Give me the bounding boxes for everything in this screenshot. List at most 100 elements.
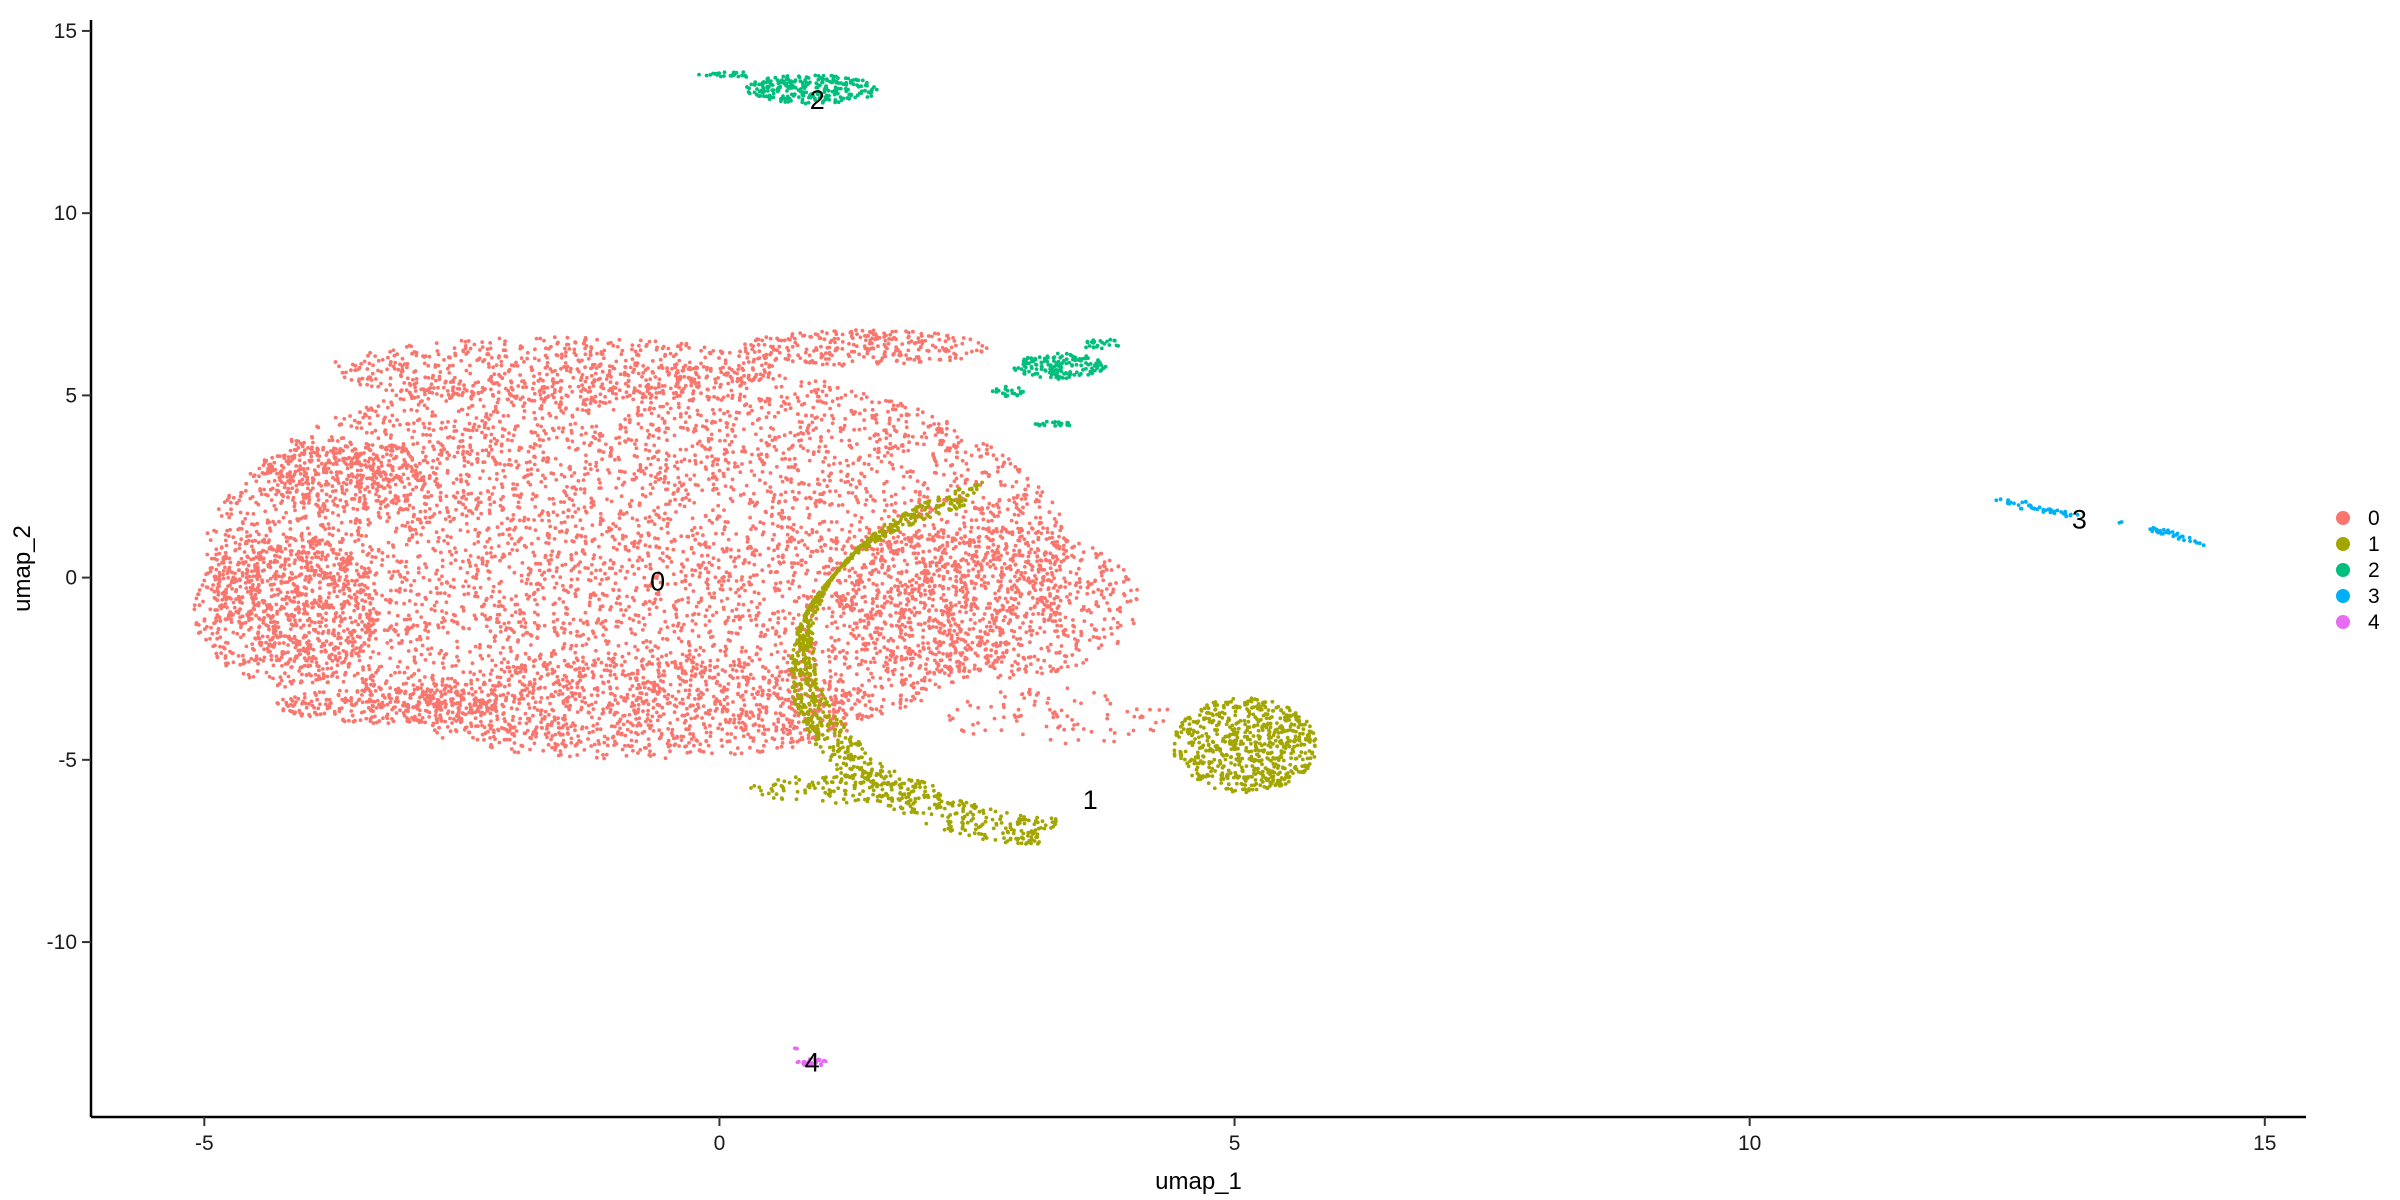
data-point: [438, 495, 443, 500]
data-point: [426, 539, 431, 544]
data-point: [789, 526, 793, 530]
data-point: [814, 548, 819, 553]
data-point: [730, 477, 735, 482]
data-point: [756, 591, 761, 596]
data-point: [686, 427, 690, 432]
data-point: [423, 494, 427, 499]
data-point: [446, 435, 450, 440]
data-point: [756, 728, 761, 733]
data-point: [356, 532, 361, 537]
data-point: [726, 393, 730, 398]
data-point: [1004, 542, 1008, 546]
data-point: [279, 655, 284, 660]
data-point: [448, 519, 453, 524]
data-point: [711, 613, 715, 618]
data-point: [640, 486, 645, 491]
data-point: [748, 515, 752, 520]
data-point: [237, 526, 242, 531]
data-point: [423, 628, 427, 632]
data-point: [464, 497, 469, 501]
data-point: [653, 386, 658, 391]
data-point: [416, 395, 420, 399]
data-point: [564, 493, 569, 498]
data-point: [691, 589, 696, 593]
data-point: [524, 581, 529, 586]
data-point: [646, 551, 650, 556]
data-point: [553, 526, 558, 530]
data-point: [796, 399, 801, 403]
data-point: [523, 711, 528, 716]
data-point: [801, 446, 806, 451]
data-point: [382, 417, 386, 422]
data-point: [385, 511, 390, 516]
data-point: [231, 600, 236, 605]
data-point: [534, 561, 538, 566]
data-point: [445, 534, 450, 539]
data-point: [626, 413, 631, 418]
data-point: [474, 724, 478, 728]
data-point: [630, 564, 635, 569]
data-point: [687, 498, 692, 503]
data-point: [686, 492, 690, 497]
data-point: [889, 453, 894, 457]
data-point: [678, 414, 683, 419]
data-point: [886, 409, 890, 414]
data-point: [973, 581, 978, 586]
data-point: [684, 447, 688, 452]
data-point: [625, 727, 630, 732]
data-point: [473, 690, 478, 694]
data-point: [584, 642, 589, 647]
data-point: [907, 579, 912, 584]
data-point: [881, 489, 886, 494]
data-point: [676, 475, 681, 480]
data-point: [630, 595, 635, 600]
data-point: [814, 530, 819, 534]
data-point: [962, 524, 967, 529]
data-point: [696, 634, 701, 639]
data-point: [656, 571, 661, 576]
data-point: [523, 621, 528, 625]
data-point: [724, 570, 729, 575]
data-point: [807, 532, 812, 537]
data-point: [601, 681, 606, 686]
data-point: [578, 560, 583, 564]
data-point: [949, 680, 954, 685]
data-point: [644, 466, 649, 470]
data-point: [631, 618, 636, 623]
data-point: [487, 537, 492, 541]
data-point: [307, 630, 311, 635]
data-point: [899, 672, 904, 677]
data-point: [339, 520, 344, 525]
data-point: [496, 544, 501, 548]
data-point: [696, 483, 700, 488]
data-point: [722, 508, 726, 512]
data-point: [703, 679, 708, 684]
data-point: [654, 428, 659, 432]
data-point: [774, 448, 779, 452]
data-point: [647, 607, 652, 611]
data-point: [485, 559, 490, 564]
data-point: [919, 508, 924, 513]
data-point: [859, 662, 863, 667]
data-point: [1016, 513, 1021, 517]
data-point: [342, 591, 346, 596]
data-point: [405, 520, 410, 525]
data-point: [960, 458, 965, 463]
data-point: [958, 527, 962, 531]
data-point: [793, 546, 798, 551]
data-point: [576, 479, 581, 483]
data-point: [705, 608, 709, 612]
data-point: [515, 602, 520, 607]
data-point: [254, 500, 259, 505]
data-point: [765, 443, 770, 448]
data-point: [1018, 509, 1023, 514]
data-point: [465, 412, 470, 417]
data-point: [644, 639, 649, 643]
data-point: [754, 703, 759, 707]
data-point: [600, 433, 605, 438]
data-point: [656, 513, 661, 518]
data-point: [341, 610, 345, 615]
data-point: [830, 614, 835, 619]
data-point: [680, 597, 684, 602]
data-point: [471, 383, 475, 388]
